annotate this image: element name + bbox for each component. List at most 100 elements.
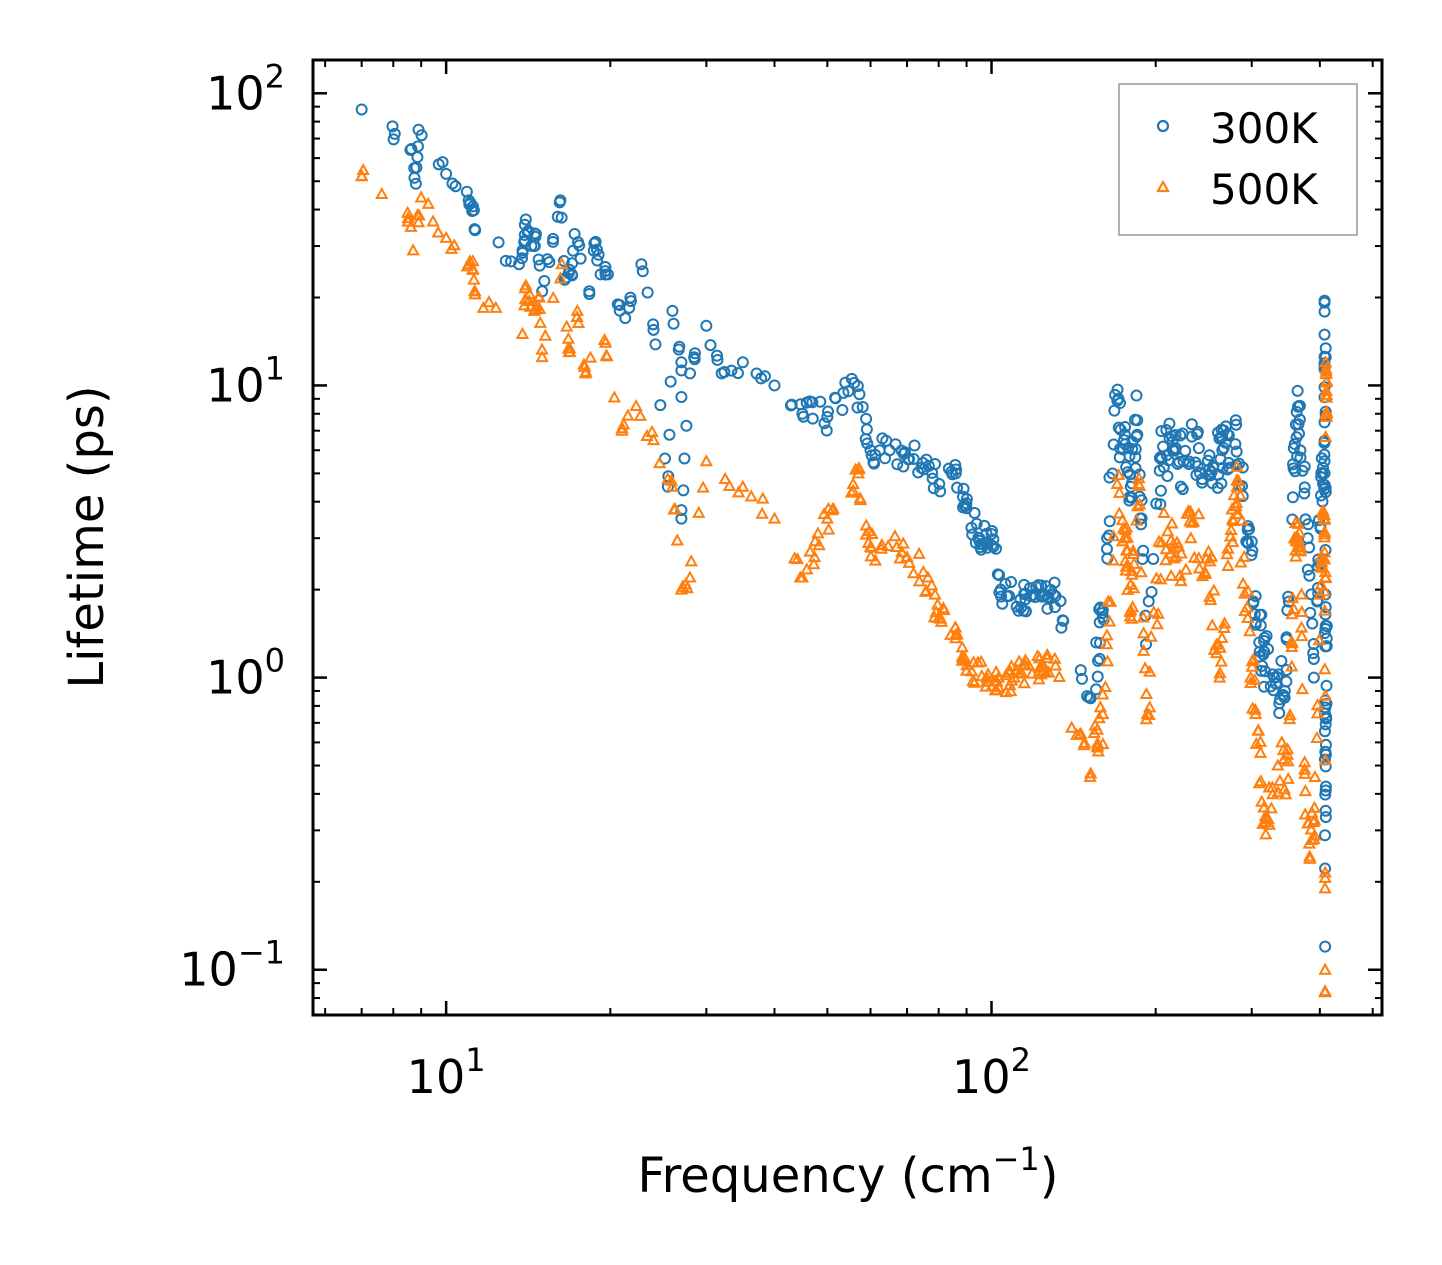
point-500k	[1040, 650, 1054, 663]
point-300k	[649, 338, 662, 351]
point-300k	[566, 269, 579, 282]
point-300k	[1320, 640, 1333, 653]
point-500k	[1253, 745, 1268, 758]
point-300k	[468, 223, 481, 236]
point-300k	[1192, 442, 1205, 455]
point-500k	[1318, 865, 1332, 878]
point-300k	[1318, 305, 1331, 318]
point-500k	[811, 526, 825, 539]
point-500k	[518, 281, 532, 294]
point-500k	[821, 522, 836, 535]
point-300k	[1161, 470, 1174, 483]
point-500k	[1032, 672, 1046, 685]
point-500k	[1319, 366, 1333, 380]
point-500k	[1102, 614, 1117, 627]
point-300k	[1130, 389, 1143, 402]
point-500k	[1319, 409, 1334, 422]
point-300k	[672, 343, 685, 356]
point-500k	[1164, 568, 1178, 581]
point-300k	[1296, 464, 1309, 477]
point-300k	[710, 349, 723, 362]
point-500k	[1317, 507, 1331, 520]
point-300k	[1291, 384, 1304, 397]
point-300k	[927, 482, 940, 495]
point-300k	[1003, 589, 1016, 602]
point-500k	[1207, 583, 1221, 596]
point-300k	[1275, 654, 1288, 667]
legend-label-300k: 300K	[1210, 104, 1319, 153]
y-tick-label: 100	[206, 642, 285, 705]
point-500k	[1214, 654, 1229, 667]
point-300k	[1176, 483, 1189, 496]
point-500k	[570, 303, 585, 316]
point-500k	[803, 544, 817, 557]
legend-marker-300k	[1156, 119, 1170, 133]
point-500k	[844, 485, 859, 498]
point-500k	[902, 555, 916, 568]
point-500k	[1159, 553, 1173, 566]
point-500k	[731, 485, 746, 498]
point-500k	[532, 289, 546, 302]
point-300k	[1287, 442, 1300, 455]
point-300k	[845, 372, 858, 385]
point-300k	[1091, 670, 1104, 683]
point-300k	[1055, 621, 1068, 634]
point-300k	[949, 458, 962, 471]
point-300k	[1289, 465, 1302, 478]
point-500k	[1217, 616, 1232, 629]
point-500k	[1291, 516, 1305, 529]
point-500k	[1096, 737, 1110, 750]
point-500k	[912, 546, 926, 559]
point-500k	[421, 196, 436, 209]
point-500k	[607, 390, 622, 403]
point-500k	[1289, 534, 1303, 547]
point-300k	[532, 253, 545, 266]
point-300k	[1298, 481, 1311, 494]
point-500k	[853, 491, 867, 504]
point-300k	[1157, 440, 1170, 453]
point-500k	[1103, 594, 1118, 607]
point-500k	[1318, 881, 1332, 894]
point-500k	[482, 295, 496, 308]
point-300k	[553, 196, 566, 209]
point-500k	[629, 399, 643, 412]
point-500k	[1205, 618, 1219, 631]
point-300k	[1273, 707, 1286, 720]
point-500k	[1271, 785, 1285, 798]
point-300k	[704, 339, 717, 352]
point-300k	[1123, 450, 1136, 463]
point-300k	[1119, 420, 1132, 433]
point-300k	[1318, 725, 1331, 738]
point-500k	[465, 262, 480, 275]
point-300k	[1103, 515, 1116, 528]
point-500k	[1132, 478, 1147, 491]
point-500k	[621, 408, 635, 421]
point-500k	[467, 272, 481, 285]
point-300k	[678, 452, 691, 465]
point-300k	[1241, 520, 1254, 533]
point-500k	[1174, 546, 1188, 559]
point-500k	[1245, 701, 1260, 714]
point-500k	[406, 243, 420, 256]
point-300k	[1307, 671, 1320, 684]
point-300k	[934, 485, 947, 498]
point-300k	[355, 103, 368, 116]
point-500k	[1262, 780, 1276, 793]
point-300k	[1236, 461, 1249, 474]
point-500k	[667, 502, 681, 515]
point-300k	[1191, 460, 1204, 473]
point-300k	[460, 185, 473, 198]
point-500k	[1183, 504, 1198, 517]
point-300k	[688, 353, 701, 366]
point-300k	[636, 265, 649, 278]
point-500k	[1091, 744, 1105, 757]
point-500k	[1014, 665, 1029, 678]
point-500k	[675, 579, 690, 592]
point-300k	[1163, 417, 1176, 430]
point-300k	[1154, 484, 1167, 497]
x-tick-label: 102	[952, 1041, 1031, 1104]
point-500k	[1284, 634, 1299, 647]
point-500k	[1318, 753, 1333, 766]
point-500k	[888, 529, 902, 542]
point-300k	[1229, 414, 1242, 427]
